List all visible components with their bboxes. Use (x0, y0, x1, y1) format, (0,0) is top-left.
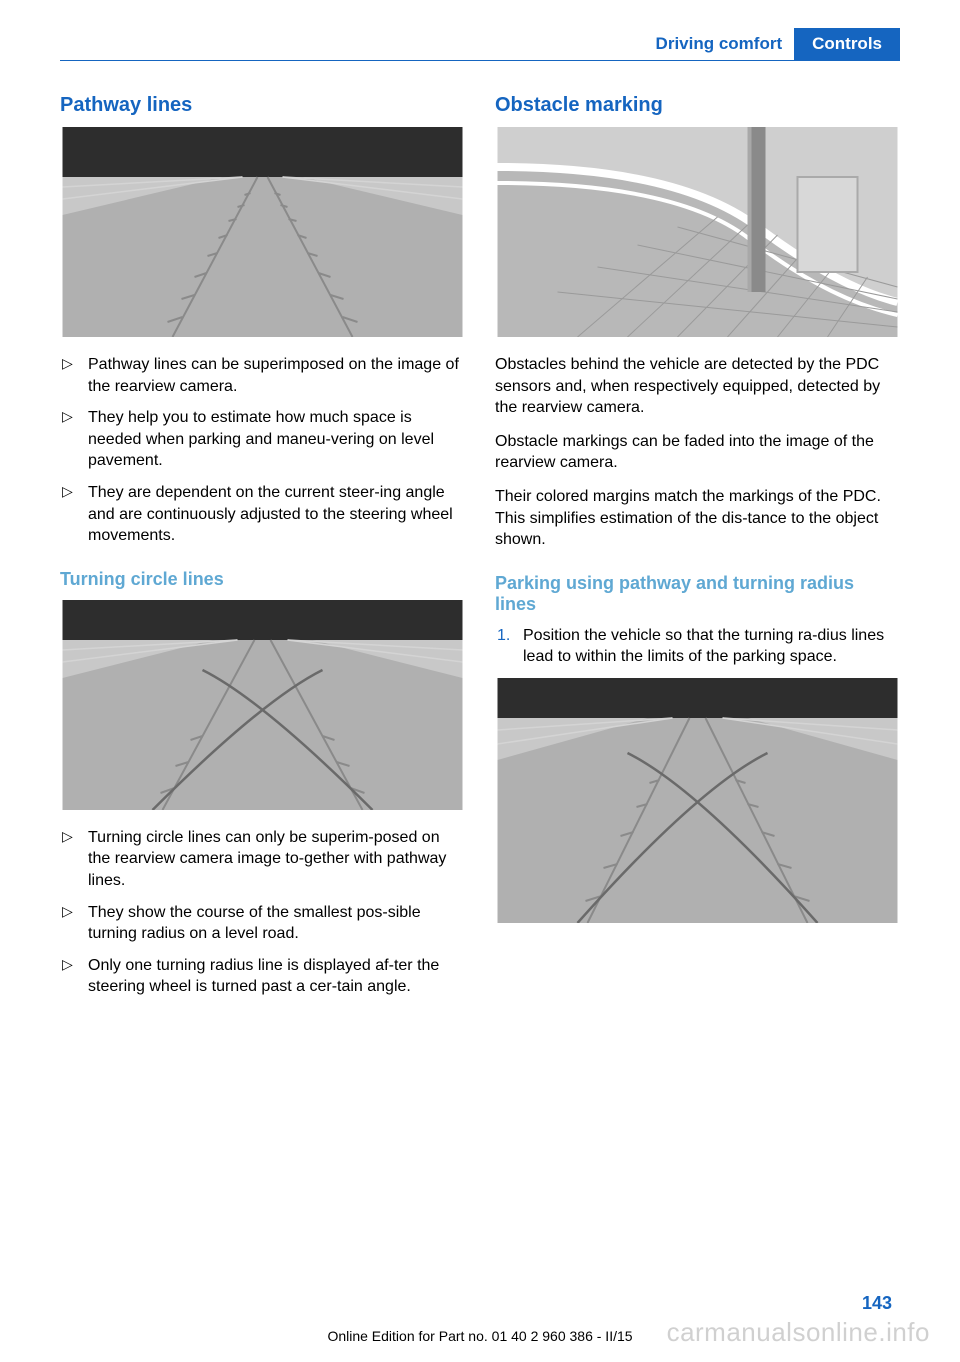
pathway-lines-bullets: Pathway lines can be superimposed on the… (60, 354, 465, 547)
parking-illustration (495, 678, 900, 923)
list-item: Only one turning radius line is displaye… (60, 955, 465, 998)
step-number: 1. (497, 625, 510, 647)
pathway-lines-illustration (60, 127, 465, 337)
footer-text: Online Edition for Part no. 01 40 2 960 … (0, 1328, 960, 1344)
left-column: Pathway lines (60, 90, 465, 1008)
list-item: They help you to estimate how much space… (60, 407, 465, 472)
page-content: Pathway lines (60, 90, 900, 1008)
list-item: They show the course of the smallest pos… (60, 902, 465, 945)
parking-heading: Parking using pathway and turning radius… (495, 573, 900, 615)
header-chapter-label: Controls (794, 28, 900, 60)
pathway-lines-heading: Pathway lines (60, 94, 465, 117)
list-item: They are dependent on the current steer‐… (60, 482, 465, 547)
page-header: Driving comfort Controls (656, 28, 900, 60)
list-item: 1. Position the vehicle so that the turni… (495, 625, 900, 668)
turning-circle-illustration (60, 600, 465, 810)
list-item: Turning circle lines can only be superim… (60, 827, 465, 892)
obstacle-marking-illustration (495, 127, 900, 337)
header-section-label: Driving comfort (656, 28, 795, 60)
step-text: Position the vehicle so that the turning… (523, 627, 884, 666)
header-rule (60, 60, 900, 61)
list-item: Pathway lines can be superimposed on the… (60, 354, 465, 397)
turning-circle-bullets: Turning circle lines can only be superim… (60, 827, 465, 998)
obstacle-para-2: Obstacle markings can be faded into the … (495, 431, 900, 474)
obstacle-marking-heading: Obstacle marking (495, 94, 900, 117)
obstacle-para-1: Obstacles behind the vehicle are detecte… (495, 354, 900, 419)
right-column: Obstacle marking (495, 90, 900, 1008)
turning-circle-heading: Turning circle lines (60, 569, 465, 590)
obstacle-para-3: Their colored margins match the markings… (495, 486, 900, 551)
parking-steps: 1. Position the vehicle so that the turni… (495, 625, 900, 668)
page-number: 143 (862, 1293, 892, 1314)
